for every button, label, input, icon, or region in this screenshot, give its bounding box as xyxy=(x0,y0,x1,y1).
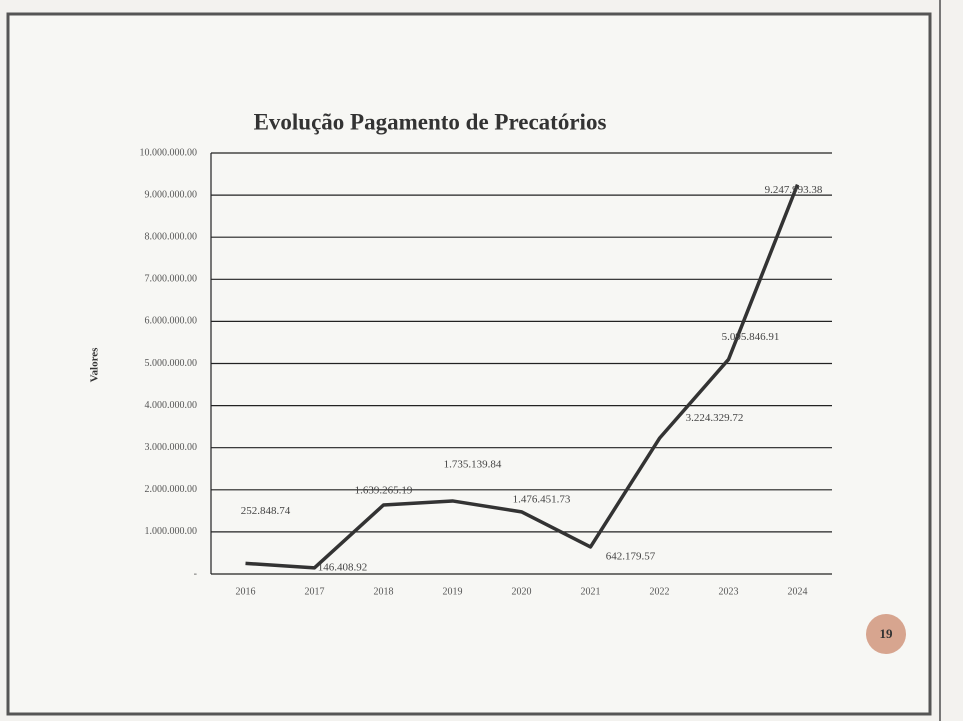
x-tick-label: 2024 xyxy=(788,586,808,597)
y-tick-label: 2.000.000.00 xyxy=(145,484,198,495)
y-tick-label: 9.000.000.00 xyxy=(145,189,198,200)
y-tick-label: 8.000.000.00 xyxy=(145,231,198,242)
value-label: 3.224.329.72 xyxy=(686,412,744,424)
data-line xyxy=(245,184,800,570)
x-tick-label: 2021 xyxy=(581,586,601,597)
value-label: 642.179.57 xyxy=(606,550,656,562)
x-tick-label: 2020 xyxy=(512,586,532,597)
page-badge xyxy=(866,614,906,654)
chart-title: Evolução Pagamento de Precatórios xyxy=(254,109,607,134)
y-tick-label: - xyxy=(194,568,197,579)
y-tick-label: 3.000.000.00 xyxy=(145,442,198,453)
page-number: 19 xyxy=(880,626,894,641)
x-tick-label: 2018 xyxy=(374,586,394,597)
value-label: 9.247.993.38 xyxy=(765,184,823,196)
y-axis-label: Valores xyxy=(89,347,101,383)
y-tick-label: 5.000.000.00 xyxy=(145,358,198,369)
y-tick-label: 1.000.000.00 xyxy=(145,526,198,537)
y-tick-label: 6.000.000.00 xyxy=(145,316,198,327)
value-label: 1.476.451.73 xyxy=(513,493,571,505)
x-tick-label: 2023 xyxy=(719,586,739,597)
x-tick-label: 2016 xyxy=(236,586,256,597)
value-label: 1.735.139.84 xyxy=(444,458,502,470)
y-tick-label: 4.000.000.00 xyxy=(145,400,198,411)
x-tick-label: 2017 xyxy=(305,586,325,597)
x-tick-label: 2022 xyxy=(650,586,670,597)
value-label: 5.095.846.91 xyxy=(722,331,780,343)
value-label: 146.408.92 xyxy=(318,561,368,573)
value-label: 252.848.74 xyxy=(241,505,291,517)
y-tick-label: 7.000.000.00 xyxy=(145,274,198,285)
x-tick-label: 2019 xyxy=(443,586,463,597)
value-label: 1.639.265.19 xyxy=(355,485,413,497)
y-tick-label: 10.000.000.00 xyxy=(140,147,198,158)
